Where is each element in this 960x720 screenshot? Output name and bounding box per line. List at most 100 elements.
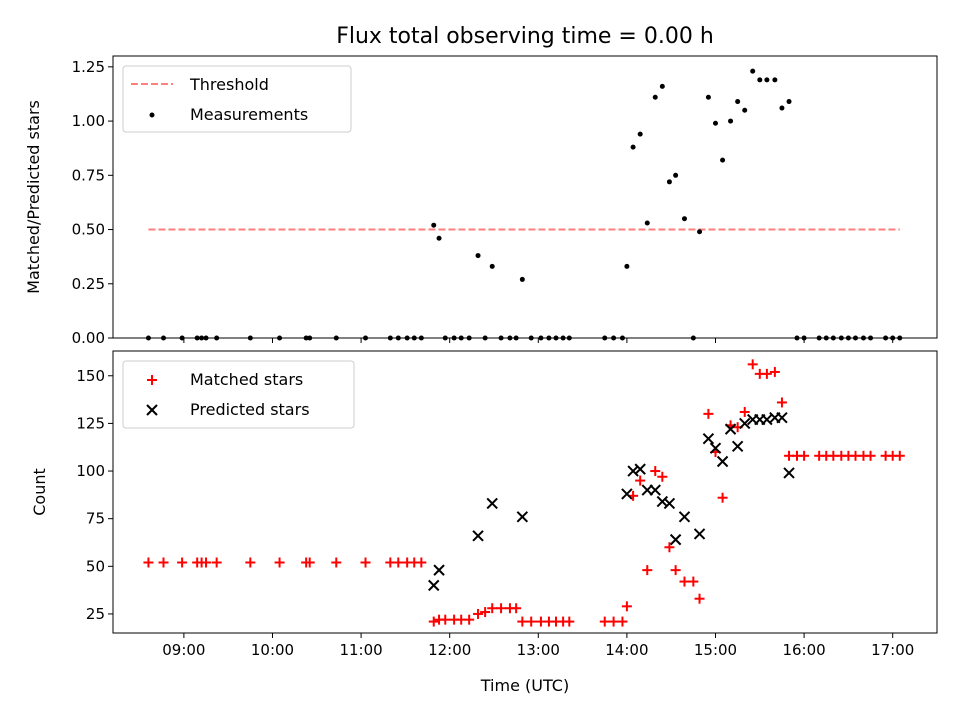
matched-star-point [776,397,787,408]
matched-star-point [894,450,905,461]
matched-legend-label: Matched stars [190,370,303,389]
matched-star-point [621,601,632,612]
x-tick-label: 12:00 [428,641,471,659]
bottom-y-axis-label: Count [30,468,49,516]
top-y-tick-label: 0.00 [72,329,105,347]
matched-star-point [473,608,484,619]
measurement-point [637,131,643,137]
matched-star-point [635,475,646,486]
predicted-star-point [776,411,788,424]
predicted-star-point [472,530,484,542]
measurement-point [659,83,665,89]
measurement-point [652,94,658,100]
x-tick-label: 13:00 [517,641,560,659]
bottom-y-tick-label: 150 [76,367,105,385]
predicted-star-point [486,497,498,510]
bottom-y-tick-label: 25 [86,605,105,623]
predicted-legend-label: Predicted stars [190,400,310,419]
predicted-star-point [649,484,661,496]
matched-star-point [487,603,498,614]
matched-star-point [511,603,522,614]
bottom-y-tick-label: 50 [86,557,105,575]
matched-star-point [440,614,451,625]
top-y-ticks: 0.00 0.25 0.50 0.75 1.00 1.25 [72,58,113,347]
measurement-point [750,68,756,74]
bottom-legend-box [122,360,355,429]
predicted-star-point [433,564,445,576]
top-y-tick-label: 0.75 [72,166,105,184]
bottom-series [143,359,905,627]
predicted-star-point [656,495,669,508]
predicted-star-point [724,423,737,435]
x-tick-label: 11:00 [339,641,382,659]
matched-star-point [274,557,285,568]
x-tick-label: 15:00 [694,641,737,659]
predicted-star-point [627,465,639,477]
measurement-point [772,77,778,83]
matched-star-point [464,614,475,625]
x-axis-label: Time (UTC) [480,676,569,695]
matched-star-point [664,542,675,553]
measurement-point [712,120,718,126]
measurement-point [728,118,734,124]
matched-star-point [747,359,758,370]
matched-star-point [769,366,780,377]
matched-star-point [158,557,169,568]
matched-star-point [694,593,705,604]
measurement-point [779,105,785,111]
matched-star-point [761,368,772,379]
matched-star-point [688,576,699,587]
predicted-legend-swatch [146,404,158,416]
measurement-point [431,222,437,228]
bottom-panel: 25 50 75 100 125 150 09:00 10:00 11:00 12:00 13:0… [30,350,938,695]
matched-star-point [599,616,610,627]
predicted-star-point [731,440,744,452]
matched-star-point [526,616,537,627]
measurement-point [786,99,792,105]
bottom-legend: Matched stars Predicted stars [122,360,355,429]
matched-star-point [496,603,507,614]
top-y-tick-label: 1.25 [72,58,105,76]
matched-star-point [143,557,154,568]
measurement-point [681,216,687,222]
top-panel: 0.00 0.25 0.50 0.75 1.00 1.25 Matched/Predict… [24,55,938,347]
matched-star-point [245,557,256,568]
measurement-point [644,220,650,226]
measurement-point [764,77,770,83]
predicted-star-point [663,497,676,510]
predicted-star-point [428,579,440,592]
top-y-tick-label: 1.00 [72,112,105,130]
matched-star-point [739,406,750,417]
bottom-x-ticks: 09:00 10:00 11:00 12:00 13:00 14:00 15:00 16:00… [162,633,914,659]
matched-star-point [670,565,681,576]
threshold-legend-label: Threshold [189,75,269,94]
matched-star-point [480,607,491,618]
measurement-point [673,172,679,178]
predicted-star-point [716,455,729,468]
measurement-point [697,229,703,235]
matched-star-point [201,557,212,568]
predicted-star-point [783,467,795,479]
matched-star-point [304,557,315,568]
measurement-point [519,276,525,282]
bottom-y-tick-label: 75 [86,510,105,528]
matched-star-point [717,492,728,503]
bottom-y-ticks: 25 50 75 100 125 150 [76,367,113,623]
matched-star-point [517,616,528,627]
matched-star-point [564,616,575,627]
predicted-star-point [709,442,722,454]
x-tick-label: 10:00 [251,641,294,659]
measurement-point [666,179,672,185]
top-series [145,68,903,341]
x-tick-label: 17:00 [871,641,914,659]
matched-star-point [177,557,188,568]
measurement-point [735,99,741,105]
matched-legend-swatch [147,375,157,385]
matched-star-point [617,616,628,627]
top-y-tick-label: 0.25 [72,275,105,293]
measurement-point [720,157,726,163]
predicted-star-point [634,463,646,475]
matched-star-point [360,557,371,568]
matched-star-point [416,557,427,568]
